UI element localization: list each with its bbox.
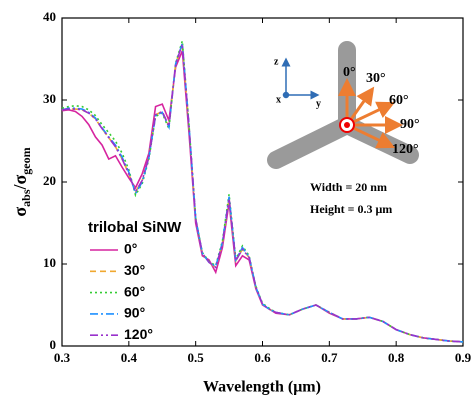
y-tick-label: 20 xyxy=(43,173,56,188)
legend-label: 60° xyxy=(124,283,145,299)
axis-x-label: x xyxy=(276,94,281,105)
width-note: Width = 20 nm xyxy=(310,180,387,194)
angle-label: 120° xyxy=(392,142,419,157)
y-label-part: σ xyxy=(10,207,30,217)
y-label-part: /σ xyxy=(10,174,30,190)
axis-z-label: z xyxy=(274,56,279,67)
angle-label: 90° xyxy=(400,117,420,132)
angle-label: 60° xyxy=(389,93,409,108)
x-tick-label: 0.4 xyxy=(121,350,138,365)
y-tick-label: 40 xyxy=(43,9,56,24)
legend-label: 0° xyxy=(124,241,137,257)
angle-label: 0° xyxy=(343,65,356,80)
y-tick-label: 30 xyxy=(43,91,56,106)
legend-title: trilobal SiNW xyxy=(88,219,182,236)
x-tick-label: 0.8 xyxy=(388,350,405,365)
x-tick-label: 0.7 xyxy=(321,350,338,365)
x-tick-label: 0.6 xyxy=(254,350,271,365)
axis-y-label: y xyxy=(316,98,321,109)
height-note: Height = 0.3 μm xyxy=(310,202,392,216)
series-line xyxy=(61,43,464,343)
series-line xyxy=(61,40,464,343)
y-label-part: abs xyxy=(19,189,33,207)
y-tick-label: 10 xyxy=(43,255,56,270)
series-line xyxy=(61,50,464,343)
x-tick-label: 0.9 xyxy=(455,350,472,365)
legend-label: 120° xyxy=(124,326,153,342)
source-dot xyxy=(344,122,350,128)
x-tick-label: 0.3 xyxy=(54,350,71,365)
inset-diagram: z x y 0° 30° 60° 90° 120° Width = 20 nm … xyxy=(267,41,420,216)
axes-icon xyxy=(281,57,320,100)
y-label-part: geom xyxy=(19,147,33,174)
legend-label: 90° xyxy=(124,305,145,321)
angle-label: 30° xyxy=(366,71,386,86)
x-tick-label: 0.5 xyxy=(188,350,205,365)
legend-label: 30° xyxy=(124,262,145,278)
x-axis-label: Wavelength (μm) xyxy=(203,379,321,396)
series-line xyxy=(61,43,464,343)
plot-frame xyxy=(61,17,464,347)
y-tick-label: 0 xyxy=(50,337,57,352)
y-axis-label: σabs/σgeom xyxy=(10,147,33,216)
series-line xyxy=(61,43,464,343)
